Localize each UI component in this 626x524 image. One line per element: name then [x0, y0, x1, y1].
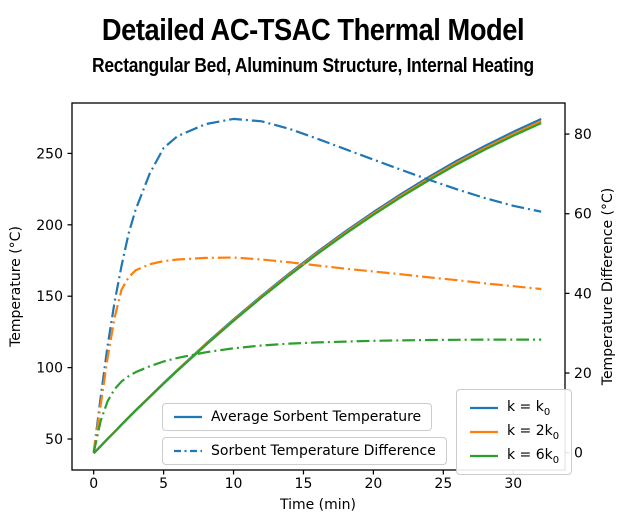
- x-tick-label: 0: [89, 476, 98, 492]
- chart-title: Detailed AC-TSAC Thermal Model: [101, 12, 525, 47]
- y-left-tick-label: 50: [45, 432, 63, 448]
- legend-k0-label: k = k0: [507, 399, 550, 418]
- y-left-tick-label: 150: [36, 289, 63, 305]
- plot-border: [71, 102, 566, 471]
- series-sorbent-temp-diff-k0: [92, 117, 542, 453]
- legend-2k0-text: k = 2k: [507, 422, 553, 439]
- legend-k-row-k0: k = k0: [469, 396, 559, 420]
- y-axis-label-right: Temperature Difference (°C): [600, 188, 616, 386]
- legend-k-row-2k0: k = 2k0: [469, 420, 559, 444]
- legend-temperature-difference: Sorbent Temperature Difference: [162, 437, 447, 465]
- legend-6k0-label: k = 6k0: [507, 447, 559, 466]
- x-tick-label: 30: [504, 476, 522, 492]
- legend-k-row-6k0: k = 6k0: [469, 444, 559, 468]
- x-tick-label: 20: [364, 476, 382, 492]
- y-right-tick-label: 20: [574, 366, 592, 382]
- legend-2k0-sub: 0: [552, 430, 560, 442]
- dashdot-line-sample-icon: [174, 449, 202, 453]
- y-right-tick-label: 40: [574, 286, 592, 302]
- x-tick-label: 10: [225, 476, 243, 492]
- y-axis-label-left: Temperature (°C): [8, 226, 24, 348]
- legend-average-temperature: Average Sorbent Temperature: [162, 403, 433, 431]
- solid-line-sample-icon: [174, 415, 202, 419]
- y-left-tick-label: 250: [36, 146, 63, 162]
- x-tick-label: 25: [434, 476, 452, 492]
- legend-difference-label: Sorbent Temperature Difference: [211, 443, 436, 459]
- legend-6k0-sub: 0: [552, 454, 560, 466]
- y-right-tick-label: 0: [574, 446, 583, 462]
- green-line-sample-icon: [470, 454, 498, 458]
- legend-average-label: Average Sorbent Temperature: [211, 409, 422, 425]
- legend-k0-sub: 0: [543, 406, 551, 418]
- series-avg-sorbent-temp-6k0: [92, 122, 542, 455]
- y-right-tick-label: 80: [574, 127, 592, 143]
- blue-line-sample-icon: [470, 406, 498, 410]
- orange-line-sample-icon: [470, 430, 498, 434]
- legend-conductivity: k = k0 k = 2k0 k = 6k0: [456, 389, 573, 475]
- y-left-tick-label: 100: [36, 361, 63, 377]
- y-right-tick-label: 60: [574, 207, 592, 223]
- legend-2k0-label: k = 2k0: [507, 423, 559, 442]
- chart-subtitle: Rectangular Bed, Aluminum Structure, Int…: [92, 55, 534, 77]
- y-left-tick-label: 200: [36, 218, 63, 234]
- x-tick-label: 15: [295, 476, 313, 492]
- legend-k0-text: k = k: [507, 398, 544, 415]
- x-axis-label: Time (min): [279, 497, 356, 513]
- series-sorbent-temp-diff-6k0: [92, 338, 542, 453]
- legend-6k0-text: k = 6k: [507, 446, 553, 463]
- x-tick-label: 5: [159, 476, 168, 492]
